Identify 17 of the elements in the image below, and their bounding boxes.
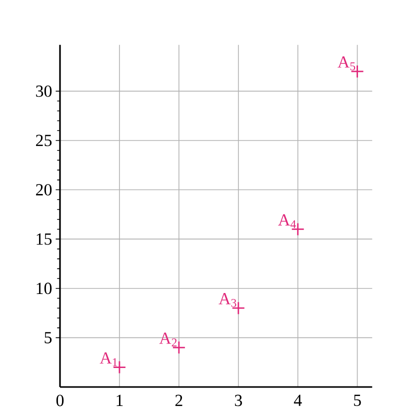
x-tick-label: 2	[175, 394, 182, 406]
y-tick-label: 20	[36, 184, 52, 196]
annotation: A$_{1}$	[100, 352, 118, 366]
annotation: A$_{2}$	[159, 332, 177, 346]
y-tick-label: 10	[36, 282, 52, 294]
y-tick-label: 15	[36, 233, 52, 245]
x-tick-label: 1	[116, 394, 123, 406]
x-tick-label: 5	[354, 394, 361, 406]
x-tick-label: 4	[294, 394, 302, 406]
y-tick-label: 25	[36, 134, 52, 146]
annotation: A$_{3}$	[218, 293, 236, 307]
annotation: A$_{5}$	[338, 56, 356, 70]
annotation: A$_{4}$	[278, 214, 296, 228]
y-tick-label: 5	[44, 332, 52, 344]
x-tick-label: 3	[234, 394, 242, 406]
y-tick-label: 30	[36, 85, 52, 97]
x-tick-label: 0	[56, 394, 64, 406]
